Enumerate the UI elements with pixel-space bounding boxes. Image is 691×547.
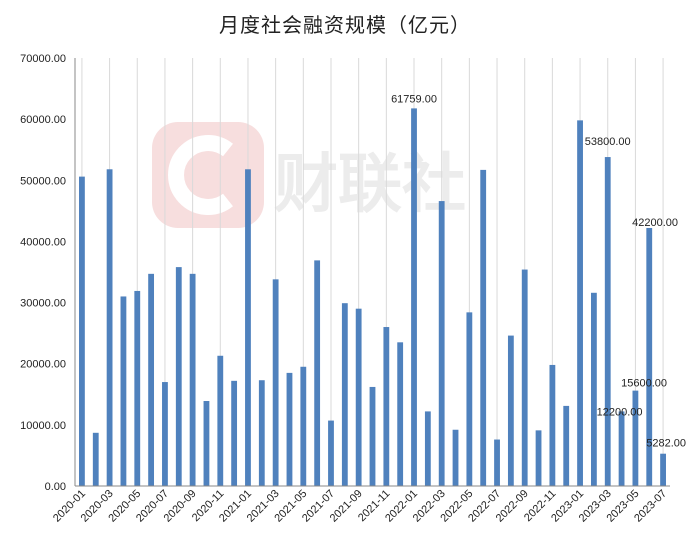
bar-2020-02 bbox=[92, 432, 99, 486]
bar-2022-03 bbox=[438, 201, 445, 486]
y-tick-label: 0.00 bbox=[45, 481, 66, 493]
data-label: 53800.00 bbox=[585, 136, 631, 148]
bar-2021-06 bbox=[314, 260, 321, 486]
bar-2021-04 bbox=[286, 372, 293, 486]
data-labels: 61759.00 53800.00 12200.00 15600.00 42200.00… bbox=[391, 93, 686, 449]
bar-2021-01 bbox=[245, 169, 251, 486]
bar-2022-05 bbox=[466, 312, 473, 486]
bar-2022-07 bbox=[494, 439, 500, 486]
bar-2020-01 bbox=[79, 176, 85, 487]
y-axis-ticks: 0.00 10000.00 20000.00 30000.00 40000.00 5000… bbox=[20, 53, 66, 493]
bar-2020-10 bbox=[203, 401, 210, 486]
bar-2023-01 bbox=[577, 120, 583, 486]
bar-2023-04 bbox=[618, 411, 625, 486]
bar-2021-08 bbox=[341, 303, 348, 486]
y-tick-label: 10000.00 bbox=[20, 420, 66, 432]
bar-2020-09 bbox=[189, 273, 196, 486]
bar-2020-12 bbox=[231, 380, 238, 486]
bar-2021-02 bbox=[258, 380, 265, 486]
x-axis-ticks: 2020-012020-032020-052020-072020-092020-… bbox=[51, 488, 669, 525]
watermark-text: 财联社 bbox=[274, 148, 466, 222]
bar-2021-05 bbox=[300, 366, 307, 486]
bar-2021-10 bbox=[369, 386, 376, 486]
y-tick-label: 60000.00 bbox=[20, 114, 66, 126]
bar-2022-08 bbox=[507, 335, 514, 486]
bar-2023-05 bbox=[632, 390, 639, 486]
data-label: 42200.00 bbox=[632, 217, 678, 229]
bar-2022-11 bbox=[549, 364, 556, 486]
y-tick-label: 40000.00 bbox=[20, 236, 66, 248]
watermark-c-icon bbox=[168, 135, 233, 215]
bar-2022-04 bbox=[452, 429, 459, 486]
bar-2020-05 bbox=[134, 290, 141, 486]
chart-title: 月度社会融资规模（亿元） bbox=[219, 13, 471, 37]
y-tick-label: 50000.00 bbox=[20, 175, 66, 187]
bar-2022-10 bbox=[535, 430, 542, 486]
data-label: 15600.00 bbox=[621, 378, 667, 390]
axes bbox=[74, 58, 670, 487]
y-tick-label: 70000.00 bbox=[20, 53, 66, 65]
bar-2023-02 bbox=[590, 292, 597, 486]
bar-2023-07 bbox=[660, 453, 666, 486]
data-label: 5282.00 bbox=[646, 438, 686, 450]
bar-2020-07 bbox=[162, 382, 168, 486]
bar-2020-04 bbox=[120, 296, 127, 486]
y-tick-label: 20000.00 bbox=[20, 359, 66, 371]
data-label: 61759.00 bbox=[391, 93, 437, 105]
bar-2020-03 bbox=[106, 169, 113, 486]
bar-2022-06 bbox=[480, 169, 487, 487]
data-label: 12200.00 bbox=[597, 406, 643, 418]
bar-2022-01 bbox=[411, 108, 417, 487]
bar-2022-02 bbox=[424, 411, 431, 486]
bar-2021-07 bbox=[328, 420, 334, 486]
bar-2020-06 bbox=[148, 273, 155, 486]
watermark-logo: 财联社 bbox=[152, 122, 466, 228]
bar-2021-09 bbox=[355, 308, 362, 486]
bar-2021-11 bbox=[383, 327, 390, 486]
y-tick-label: 30000.00 bbox=[20, 298, 66, 310]
bar-2020-08 bbox=[175, 267, 182, 486]
bar-2023-03 bbox=[604, 157, 611, 486]
bar-2022-12 bbox=[563, 405, 570, 486]
bars bbox=[79, 108, 666, 487]
bar-2022-09 bbox=[521, 269, 528, 486]
bar-2023-06 bbox=[646, 227, 653, 486]
bar-2021-03 bbox=[272, 279, 279, 486]
bar-2021-12 bbox=[397, 342, 404, 486]
bar-2020-11 bbox=[217, 355, 224, 486]
